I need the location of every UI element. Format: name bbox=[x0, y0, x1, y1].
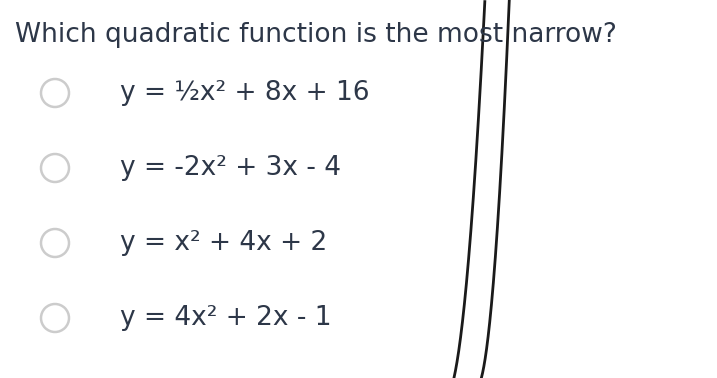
Text: y = ½x² + 8x + 16: y = ½x² + 8x + 16 bbox=[120, 80, 369, 106]
Text: y = 4x² + 2x - 1: y = 4x² + 2x - 1 bbox=[120, 305, 331, 331]
Circle shape bbox=[41, 304, 69, 332]
Circle shape bbox=[41, 229, 69, 257]
Circle shape bbox=[41, 154, 69, 182]
Text: Which quadratic function is the most narrow?: Which quadratic function is the most nar… bbox=[14, 22, 617, 48]
Text: y = x² + 4x + 2: y = x² + 4x + 2 bbox=[120, 230, 327, 256]
Text: y = -2x² + 3x - 4: y = -2x² + 3x - 4 bbox=[120, 155, 341, 181]
Circle shape bbox=[41, 79, 69, 107]
